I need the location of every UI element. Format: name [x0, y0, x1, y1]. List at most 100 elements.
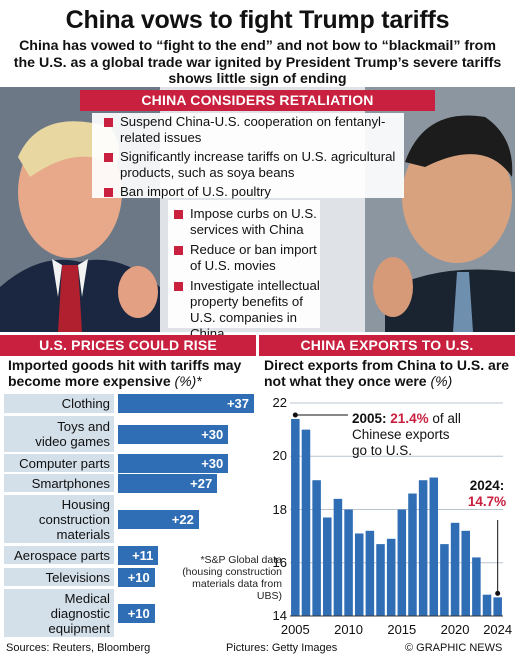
exports-chart-title: Direct exports from China to U.S. are no…: [264, 357, 514, 389]
prices-bar-value-label: +10: [127, 605, 150, 621]
bullet-square-icon: [174, 210, 183, 219]
prices-bar-value-label: +37: [226, 396, 249, 411]
retaliation-box-bottom: [168, 200, 320, 328]
prices-chart-note: *S&P Global data (housing construction m…: [182, 554, 282, 602]
sources-credit: Sources: Reuters, Bloomberg: [6, 642, 151, 654]
retaliation-item-text: Suspend China-U.S. cooperation on fentan…: [120, 114, 386, 145]
annotation-2005-text: go to U.S.: [352, 443, 413, 458]
bullet-square-icon: [174, 282, 183, 291]
retaliation-item: Suspend China-U.S. cooperation on fentan…: [104, 114, 404, 146]
exports-bar: [376, 544, 385, 616]
annotation-2005-text: Chinese exports: [352, 427, 450, 442]
bullet-square-icon: [174, 246, 183, 255]
prices-chart-unit: (%)*: [174, 373, 202, 389]
y-tick-label: 20: [272, 448, 287, 464]
exports-bar: [408, 493, 417, 616]
annotation-2024-year: 2024:: [469, 478, 505, 493]
x-tick-label: 2005: [280, 622, 310, 637]
prices-bar: +22: [118, 509, 199, 529]
retaliation-item-text: Significantly increase tariffs on U.S. a…: [120, 149, 396, 180]
prices-banner: U.S. PRICES COULD RISE: [0, 335, 256, 356]
graphic-news-credit: © GRAPHIC NEWS: [405, 642, 503, 654]
retaliation-item: Significantly increase tariffs on U.S. a…: [104, 149, 404, 181]
exports-chart-unit: (%): [430, 373, 453, 389]
y-tick-label: 16: [272, 554, 287, 570]
exports-banner: CHINA EXPORTS TO U.S.: [259, 335, 515, 356]
retaliation-item: Impose curbs on U.S. services with China: [174, 206, 324, 238]
prices-bar: +27: [118, 473, 218, 493]
annotation-2005-leader-dot: [292, 412, 298, 418]
y-tick-label: 18: [272, 501, 287, 517]
page-title: China vows to fight Trump tariffs: [65, 6, 450, 34]
retaliation-banner: CHINA CONSIDERS RETALIATION: [80, 90, 435, 111]
exports-bar: [493, 597, 502, 616]
exports-bar: [461, 530, 470, 616]
prices-bar: +30: [118, 453, 229, 473]
prices-category-label: Televisions: [4, 568, 114, 586]
prices-category-label: Computer parts: [4, 454, 114, 472]
prices-chart-title: Imported goods hit with tariffs may beco…: [8, 357, 258, 389]
exports-bar: [450, 522, 460, 616]
retaliation-item-text: Reduce or ban import of U.S. movies: [190, 242, 317, 273]
exports-bar: [301, 429, 311, 616]
retaliation-item-text: Impose curbs on U.S. services with China: [190, 206, 317, 237]
prices-category-label: Clothing: [4, 394, 114, 413]
x-tick-label: 2024: [483, 622, 513, 637]
annotation-2024-leader-dot: [495, 590, 501, 596]
exports-bar: [386, 538, 396, 616]
prices-category-label: Housing construction materials: [4, 495, 114, 543]
prices-bar: +37: [118, 394, 254, 413]
annotation-2005-text: of all: [432, 411, 461, 426]
exports-bar: [472, 557, 481, 616]
bullet-square-icon: [104, 118, 113, 127]
retaliation-item: Ban import of U.S. poultry: [104, 184, 404, 200]
prices-bar-value-label: +27: [190, 475, 213, 491]
prices-category-label: Toys and video games: [4, 416, 114, 452]
prices-bar: +11: [118, 545, 159, 565]
exports-chart-title-text: Direct exports from China to U.S. are no…: [264, 357, 510, 389]
prices-bar: +30: [118, 424, 229, 444]
prices-bar-value-label: +11: [132, 547, 154, 563]
exports-bar: [397, 509, 407, 616]
pictures-credit: Pictures: Getty Images: [226, 642, 338, 654]
exports-bar: [365, 530, 375, 616]
exports-bar: [354, 533, 364, 616]
prices-bar-value-label: +10: [127, 569, 150, 585]
annotation-2005: 2005: 21.4% of all Chinese exports go to U…: [352, 411, 502, 459]
prices-category-label: Smartphones: [4, 474, 114, 492]
exports-bar: [440, 544, 449, 616]
annotation-2024-value: 14.7%: [467, 494, 507, 509]
prices-bar-value-label: +30: [201, 455, 224, 471]
retaliation-item-text: Ban import of U.S. poultry: [120, 184, 271, 199]
prices-bar: +10: [118, 567, 155, 587]
exports-bar: [333, 498, 343, 616]
exports-bar: [291, 418, 300, 616]
y-tick-label: 14: [272, 608, 287, 623]
exports-bar: [418, 480, 428, 616]
exports-bar: [482, 594, 492, 616]
trump-photo: [0, 87, 160, 332]
prices-bar: +10: [118, 603, 155, 623]
prices-category-label: Medical diagnostic equipment: [4, 589, 114, 637]
x-tick-label: 2010: [334, 622, 364, 637]
prices-category-label: Aerospace parts: [4, 546, 114, 564]
prices-bar-value-label: +22: [171, 511, 194, 527]
bullet-square-icon: [104, 188, 113, 197]
exports-bar: [312, 480, 321, 616]
annotation-2024: 2024: 14.7%: [462, 478, 512, 510]
y-tick-label: 22: [272, 395, 287, 410]
x-tick-label: 2015: [387, 622, 417, 637]
prices-chart-title-text: Imported goods hit with tariffs may beco…: [8, 357, 242, 389]
bullet-square-icon: [104, 153, 113, 162]
x-tick-label: 2020: [440, 622, 470, 637]
prices-bar-value-label: +30: [201, 426, 224, 442]
annotation-2005-year: 2005:: [352, 411, 387, 426]
retaliation-box-top: [92, 113, 404, 198]
exports-bar: [323, 517, 332, 616]
retaliation-item: Reduce or ban import of U.S. movies: [174, 242, 324, 274]
annotation-2005-value: 21.4%: [390, 411, 429, 426]
exports-bar: [429, 477, 439, 616]
exports-bar: [344, 509, 353, 616]
